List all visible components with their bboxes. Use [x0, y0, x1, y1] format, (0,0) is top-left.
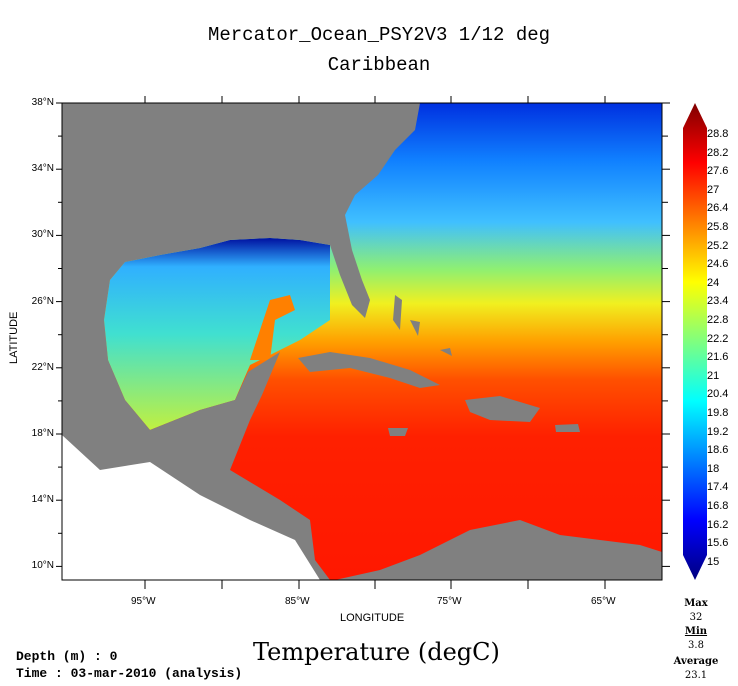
time-info: Time : 03-mar-2010 (analysis) — [16, 666, 243, 681]
cuba — [298, 352, 440, 388]
colorbar-label: 15 — [707, 555, 720, 568]
land-north-america — [62, 103, 420, 580]
colorbar-label: 22.2 — [707, 332, 729, 345]
min-label: Min — [684, 626, 708, 637]
gulf-of-mexico-field — [104, 238, 330, 430]
y-tick-label: 26°N — [31, 295, 54, 307]
loop-current — [250, 295, 295, 360]
y-axis-label: LATITUDE — [8, 311, 20, 364]
x-axis-label: LONGITUDE — [340, 612, 405, 624]
colorbar-label: 22.8 — [707, 314, 729, 326]
colorbar-label: 24.6 — [707, 258, 729, 271]
x-tick-label: 85°W — [285, 596, 310, 607]
colorbar — [683, 103, 707, 580]
colorbar-label: 27.6 — [707, 165, 729, 178]
pacific-mask — [62, 435, 320, 580]
colorbar-label: 17.4 — [707, 481, 729, 494]
y-tick-label: 18°N — [31, 428, 54, 439]
y-tick-label: 10°N — [31, 560, 54, 572]
plot-frame — [61, 102, 663, 581]
colorbar-label: 19.8 — [707, 407, 729, 419]
colorbar-label: 24 — [707, 276, 720, 289]
min-value: 3.8 — [688, 640, 704, 651]
colorbar-label: 16.2 — [707, 518, 729, 531]
colorbar-label: 23.4 — [707, 295, 729, 308]
hispaniola — [465, 396, 540, 422]
average-value: 23.1 — [684, 670, 708, 681]
x-tick-label: 75°W — [437, 596, 462, 607]
y-tick-label: 34°N — [31, 163, 54, 175]
x-tick-label: 95°W — [131, 596, 156, 607]
y-tick-label: 22°N — [31, 361, 54, 373]
max-value: 32 — [689, 612, 703, 623]
variable-title: Temperature (degC) — [253, 638, 500, 666]
map-subtitle: Caribbean — [327, 54, 431, 76]
y-tick-label: 38°N — [31, 97, 54, 108]
colorbar-label: 18.6 — [707, 444, 729, 457]
colorbar-label: 27 — [707, 183, 720, 196]
average-label: Average — [673, 656, 719, 667]
max-label: Max — [684, 598, 708, 609]
colorbar-label: 28.2 — [707, 146, 729, 159]
colorbar-label: 15.6 — [707, 537, 729, 550]
y-tick-label: 30°N — [31, 229, 54, 241]
colorbar-label: 26.4 — [707, 202, 729, 215]
axis-ticks — [144, 96, 606, 589]
y-tick-label: 14°N — [31, 494, 54, 506]
bahamas — [393, 295, 452, 356]
colorbar-label: 28.8 — [707, 128, 729, 140]
colorbar-label: 20.4 — [707, 388, 729, 401]
colorbar-label: 25.2 — [707, 239, 729, 252]
depth-info: Depth (m) : 0 — [16, 649, 118, 664]
colorbar-label: 21 — [707, 369, 720, 382]
colorbar-label: 18 — [707, 462, 720, 475]
map-title: Mercator_Ocean_PSY2V3 1/12 deg — [207, 24, 551, 46]
land-south-america — [335, 520, 662, 580]
puerto-rico — [555, 424, 580, 432]
colorbar-label: 19.2 — [707, 425, 729, 438]
colorbar-label: 16.8 — [707, 500, 729, 512]
colorbar-label: 21.6 — [707, 351, 729, 364]
colorbar-label: 25.8 — [707, 221, 729, 233]
jamaica — [388, 428, 408, 436]
x-tick-label: 65°W — [591, 596, 616, 607]
